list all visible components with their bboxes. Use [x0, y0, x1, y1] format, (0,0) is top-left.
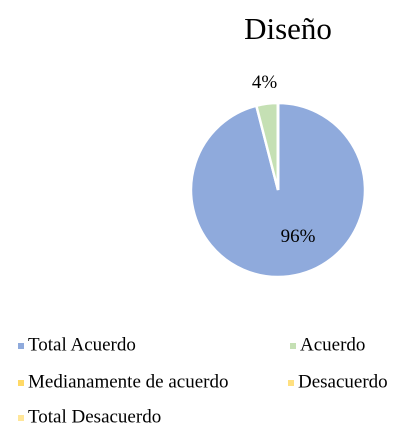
data-label: 96% [281, 226, 316, 247]
legend-swatch [18, 343, 24, 349]
legend-swatch [18, 380, 24, 386]
legend-label: Total Acuerdo [28, 334, 136, 355]
chart-title: Diseño [244, 11, 332, 46]
legend-label: Total Desacuerdo [28, 406, 161, 427]
legend-label: Acuerdo [300, 334, 365, 355]
legend-label: Desacuerdo [298, 371, 388, 392]
legend-label: Medianamente de acuerdo [28, 371, 228, 392]
legend-swatch [290, 343, 296, 349]
legend-swatch [18, 415, 24, 421]
legend-swatch [288, 380, 294, 386]
data-label: 4% [252, 72, 278, 93]
